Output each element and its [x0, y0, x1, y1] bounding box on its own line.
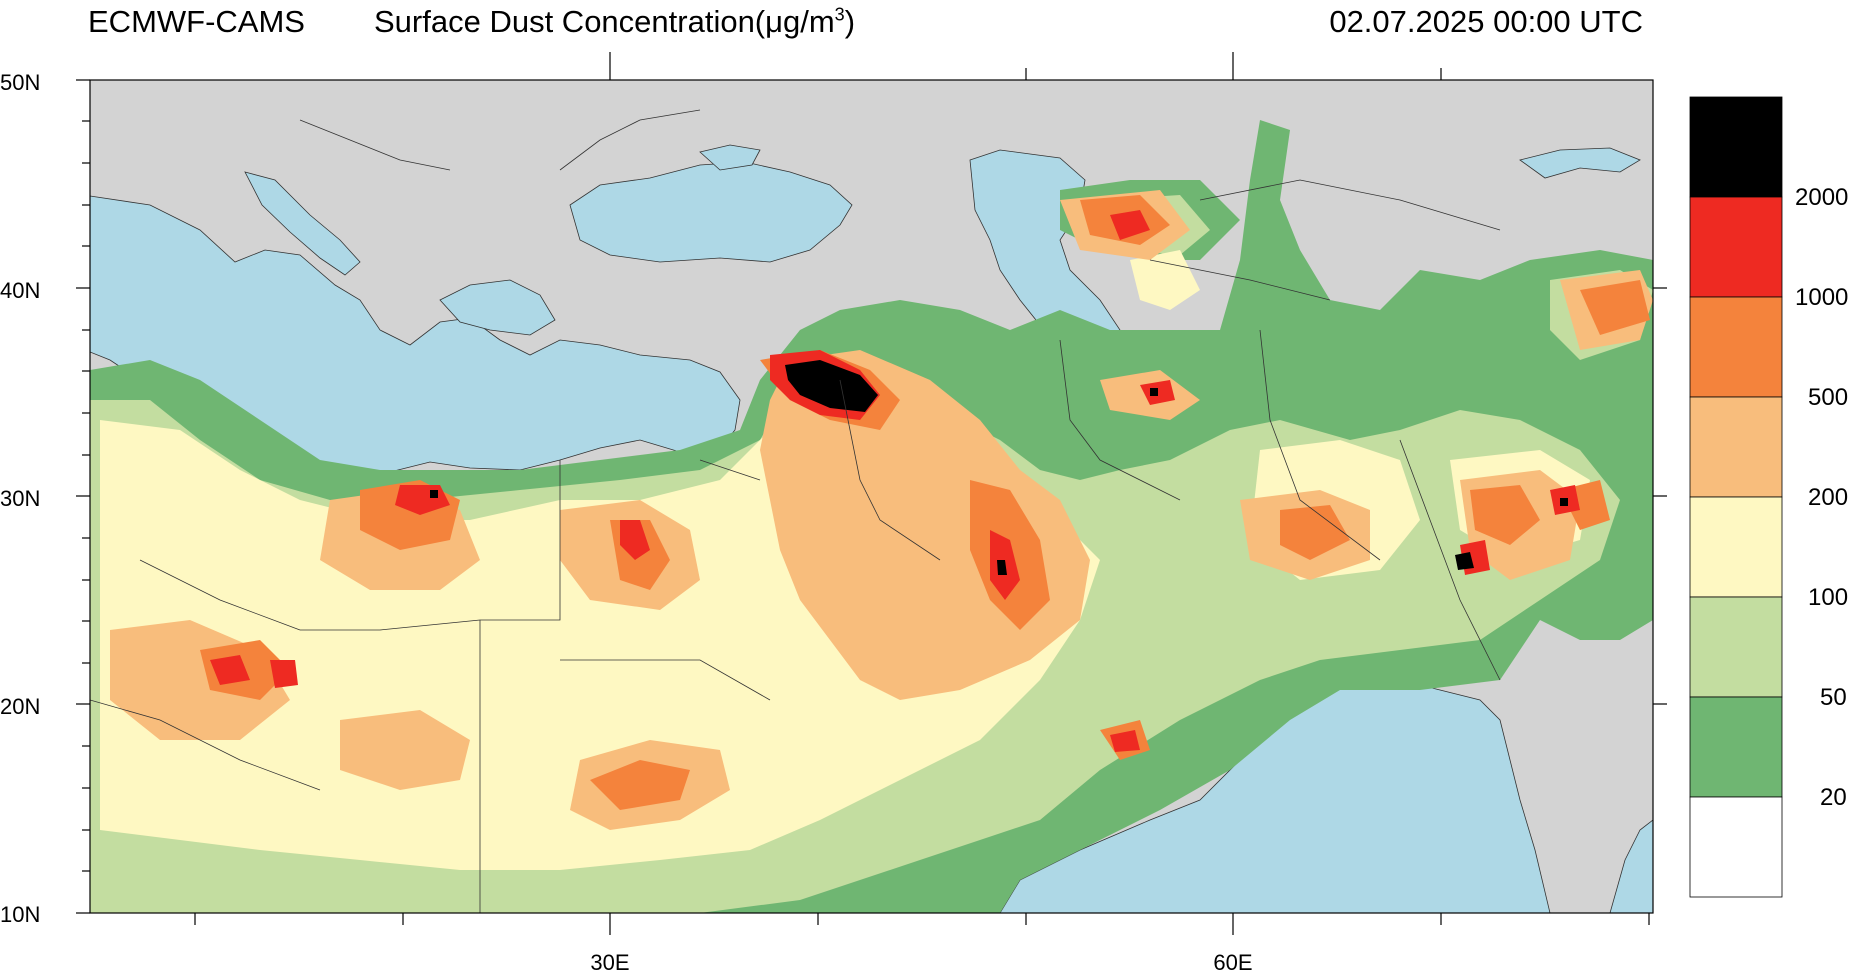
lat-label-10n: 10N — [0, 902, 41, 927]
colorbar-label-1000: 1000 — [1795, 284, 1849, 311]
sea-of-azov — [699, 144, 761, 171]
colorbar-label-100: 100 — [1808, 584, 1849, 611]
colorbar-label-2000: 2000 — [1795, 184, 1849, 211]
colorbar-swatch-50 — [1689, 596, 1783, 698]
colorbar-swatch-500 — [1689, 296, 1783, 398]
colorbar-label-20: 20 — [1820, 784, 1847, 811]
lat-label-50n: 50N — [0, 70, 41, 95]
lake-balkhash — [1519, 147, 1641, 179]
dust-level-2000 — [430, 360, 1568, 575]
colorbar-label-50: 50 — [1820, 684, 1847, 711]
lon-label-60e: 60E — [1213, 950, 1253, 975]
title-unit-exponent: 3 — [834, 4, 845, 25]
colorbar-swatch-below-20 — [1689, 796, 1783, 898]
axis-ticks — [76, 52, 1667, 935]
aegean-sea — [439, 279, 556, 336]
title-end: ) — [844, 4, 856, 39]
colorbar-label-500: 500 — [1808, 384, 1849, 411]
country-borders — [90, 109, 1501, 913]
lat-label-40n: 40N — [0, 278, 41, 303]
map-title: Surface Dust Concentration(μg/m3) — [374, 4, 855, 40]
adriatic-sea — [244, 171, 361, 276]
colorbar-swatch-200 — [1689, 396, 1783, 498]
colorbar-swatch-1000 — [1689, 196, 1783, 298]
lat-label-20n: 20N — [0, 694, 41, 719]
model-name: ECMWF-CAMS — [88, 4, 305, 39]
lon-label-30e: 30E — [590, 950, 630, 975]
black-sea — [569, 161, 853, 263]
colorbar-swatch-100 — [1689, 496, 1783, 598]
colorbar — [1689, 96, 1783, 898]
lat-label-30n: 30N — [0, 486, 41, 511]
valid-datetime: 02.07.2025 00:00 UTC — [1329, 4, 1643, 39]
map-area — [90, 80, 1653, 913]
title-text: Surface Dust Concentration(μg/m — [374, 4, 835, 39]
bay-of-bengal — [1609, 819, 1653, 913]
colorbar-label-200: 200 — [1808, 484, 1849, 511]
colorbar-swatch-2000 — [1689, 96, 1783, 198]
colorbar-swatch-20 — [1689, 696, 1783, 798]
